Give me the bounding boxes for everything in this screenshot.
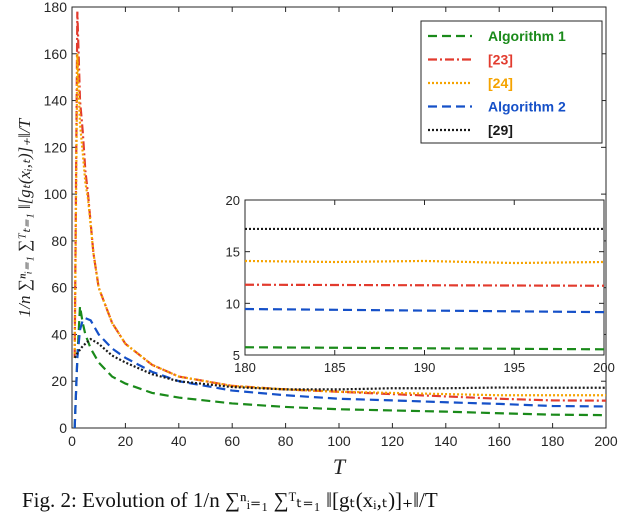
inset-line-algorithm1 <box>244 346 605 351</box>
x-tick-label: 0 <box>68 433 76 449</box>
x-tick-label: 60 <box>224 433 240 449</box>
y-tick-label: 120 <box>44 139 68 155</box>
series-line-algorithm1 <box>73 306 607 429</box>
legend-label: [29] <box>488 122 513 138</box>
y-tick-label: 5 <box>233 348 240 363</box>
x-tick-label: 100 <box>327 433 351 449</box>
legend: Algorithm 1 [23] [24] Algorithm 2 [29] <box>420 20 603 144</box>
y-tick-label: 160 <box>44 46 68 62</box>
legend-label: Algorithm 2 <box>488 99 566 115</box>
y-tick-label: 140 <box>44 93 68 109</box>
y-tick-label: 60 <box>51 280 67 296</box>
y-tick-label: 20 <box>51 373 67 389</box>
x-tick-label: 20 <box>118 433 134 449</box>
x-tick-label: 185 <box>324 360 346 375</box>
x-tick-label: 195 <box>503 360 525 375</box>
y-tick-label: 180 <box>44 0 68 15</box>
x-tick-label: 120 <box>381 433 405 449</box>
legend-label: [24] <box>488 75 513 91</box>
y-tick-label: 80 <box>51 233 67 249</box>
figure-caption: Fig. 2: Evolution of 1/n ∑ⁿᵢ₌₁ ∑ᵀₜ₌₁ ‖[g… <box>22 488 438 512</box>
inset-line-23 <box>244 283 605 287</box>
legend-box <box>420 20 603 144</box>
y-tick-label: 0 <box>59 420 67 436</box>
x-tick-label: 160 <box>488 433 512 449</box>
y-tick-label: 15 <box>226 245 240 260</box>
inset-plot: 180 185 190 195 200 5 10 15 20 <box>226 193 615 375</box>
legend-label: Algorithm 1 <box>488 28 566 44</box>
y-axis-label: 1/n ∑ⁿᵢ₌₁ ∑ᵀₜ₌₁ ‖[gₜ(xᵢ,ₜ)]₊‖/T <box>15 117 34 317</box>
series-line-algorithm2 <box>73 316 607 429</box>
y-tick-label: 20 <box>226 193 240 208</box>
x-tick-label: 190 <box>414 360 436 375</box>
legend-label: [23] <box>488 52 513 68</box>
x-tick-label: 200 <box>594 433 618 449</box>
x-tick-label: 180 <box>234 360 256 375</box>
x-tick-label: 80 <box>278 433 294 449</box>
x-axis-label: T <box>333 454 347 479</box>
main-series <box>73 11 607 429</box>
x-tick-label: 180 <box>541 433 565 449</box>
inset-line-algorithm2 <box>244 307 605 314</box>
series-line-23 <box>73 11 607 402</box>
plot-frame <box>244 199 605 356</box>
x-tick-label: 140 <box>434 433 458 449</box>
y-tick-label: 100 <box>44 186 68 202</box>
y-tick-label: 10 <box>226 296 240 311</box>
x-tick-label: 200 <box>593 360 615 375</box>
series-line-29 <box>73 337 606 391</box>
x-tick-label: 40 <box>171 433 187 449</box>
y-tick-label: 40 <box>51 326 67 342</box>
